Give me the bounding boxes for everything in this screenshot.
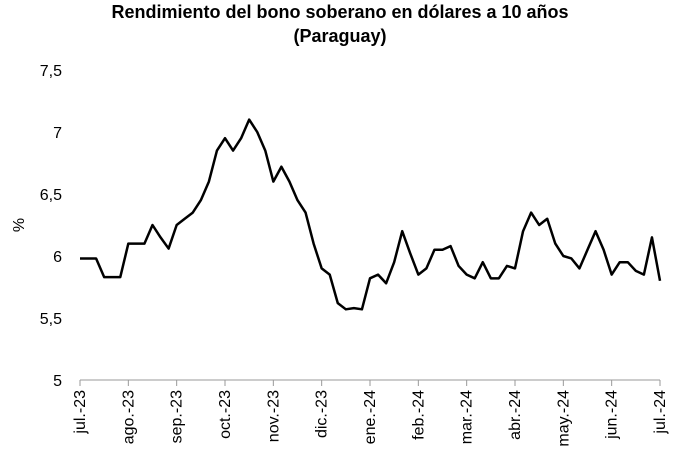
line xyxy=(80,118,662,311)
x-tick-label: jul.-23 xyxy=(72,390,89,435)
y-tick-label: 5 xyxy=(53,373,62,390)
y-tick-label: 5,5 xyxy=(40,311,62,328)
x-tick-label: oct.-23 xyxy=(217,390,234,439)
x-tick-label: jul.-24 xyxy=(652,390,669,435)
x-tick-label: sep.-23 xyxy=(169,390,186,443)
y-tick-label: 6,5 xyxy=(40,187,62,204)
y-tick-label: 6 xyxy=(53,249,62,266)
x-tick-label: may.-24 xyxy=(555,390,572,447)
x-tick-label: dic.-23 xyxy=(314,390,331,438)
y-tick-label: 7 xyxy=(53,125,62,142)
x-tick-label: jun.-24 xyxy=(604,390,621,440)
x-tick-label: nov.-23 xyxy=(265,390,282,442)
x-tick-label: ago.-23 xyxy=(120,390,137,444)
x-tick-label: abr.-24 xyxy=(507,390,524,440)
chart-title: Rendimiento del bono soberano en dólares… xyxy=(111,2,568,22)
y-tick-label: 7,5 xyxy=(40,63,62,80)
x-tick-label: feb.-24 xyxy=(410,390,427,440)
x-tick-label: ene.-24 xyxy=(362,390,379,444)
y-axis-label: % xyxy=(11,218,28,232)
x-tick-label: mar.-24 xyxy=(459,390,476,444)
chart-subtitle: (Paraguay) xyxy=(293,26,386,46)
